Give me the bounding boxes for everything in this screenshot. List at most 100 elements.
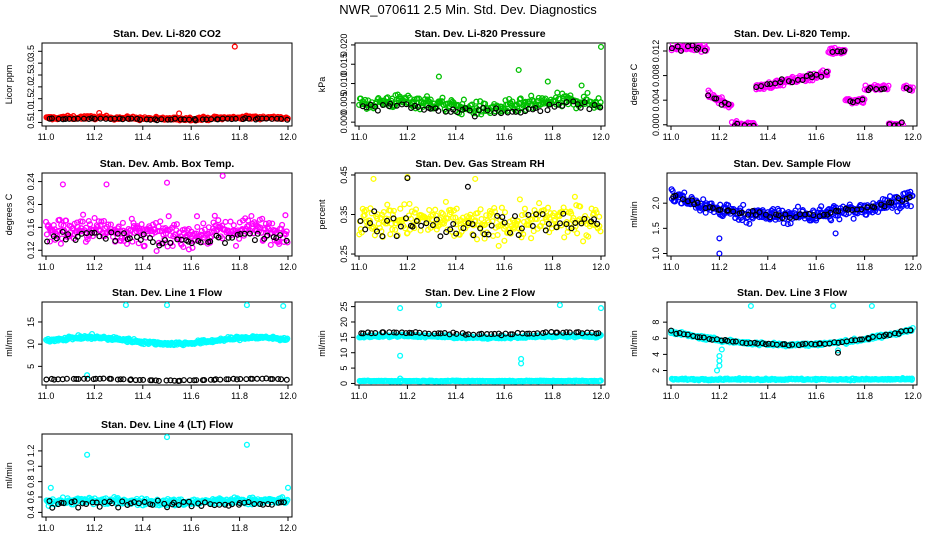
data-points [668, 43, 916, 126]
data-point [79, 500, 86, 507]
y-tick-label: 15 [26, 317, 36, 327]
data-point [555, 101, 562, 108]
data-point [746, 220, 753, 227]
data-point [680, 331, 687, 338]
data-point [511, 213, 518, 220]
data-point [546, 101, 553, 108]
data-point [284, 335, 291, 342]
data-point [674, 43, 681, 50]
data-point [473, 98, 480, 105]
data-point [537, 108, 544, 115]
data-point [700, 334, 707, 341]
data-point [44, 238, 51, 245]
y-tick-label: 10 [339, 348, 349, 358]
data-point [734, 120, 741, 126]
x-tick-label: 12.0 [904, 262, 922, 272]
data-point [137, 116, 144, 123]
data-point [820, 211, 827, 218]
data-point [471, 113, 478, 120]
data-point [222, 240, 229, 247]
data-point [85, 115, 92, 122]
x-tick-label: 11.6 [808, 391, 825, 401]
data-point [595, 330, 602, 337]
data-point [684, 198, 691, 205]
data-point [119, 219, 126, 226]
data-point [539, 330, 546, 337]
data-point [177, 116, 184, 123]
data-point [764, 81, 771, 88]
data-point [481, 231, 488, 238]
data-point [59, 228, 66, 235]
y-axis-label: degrees C [629, 63, 639, 105]
data-point [701, 43, 708, 48]
chart-panel: Stan. Dev. Line 1 Flow ml/min 11.0 11.2 11.4… [4, 287, 297, 401]
data-point [891, 330, 898, 337]
data-point [135, 500, 142, 507]
data-point [186, 116, 193, 123]
data-point [858, 206, 865, 213]
data-point [765, 340, 772, 347]
data-point [107, 375, 114, 382]
data-point [447, 226, 454, 233]
data-point [786, 214, 793, 221]
data-point [108, 500, 115, 507]
data-point [245, 499, 252, 506]
data-point [128, 115, 135, 122]
y-tick-label: 4 [651, 352, 661, 357]
data-point [96, 233, 103, 240]
data-point [358, 229, 365, 236]
data-point [234, 231, 241, 238]
x-tick-label: 11.6 [496, 132, 513, 142]
data-point [869, 333, 876, 340]
data-point [586, 106, 593, 113]
data-point [164, 504, 171, 511]
y-tick-label: 1.2 [26, 445, 36, 458]
data-point [80, 211, 87, 218]
data-point [495, 242, 502, 249]
data-point [230, 222, 237, 229]
data-point [706, 204, 713, 211]
data-point [541, 223, 548, 230]
data-point [380, 208, 387, 216]
x-tick-label: 11.8 [231, 132, 248, 142]
data-point [393, 102, 400, 109]
data-point [570, 215, 577, 222]
data-point [43, 231, 50, 238]
data-point [899, 197, 906, 204]
data-point [59, 116, 66, 123]
data-point [412, 329, 419, 336]
data-point [563, 329, 570, 336]
data-point [553, 224, 560, 231]
data-point [906, 194, 913, 201]
y-tick-label: 0.25 [339, 245, 349, 263]
data-point [597, 377, 604, 384]
data-point [257, 501, 264, 508]
data-point [368, 330, 375, 337]
data-point [581, 99, 588, 106]
data-point [681, 189, 688, 196]
x-tick-label: 12.0 [592, 262, 610, 272]
data-point [84, 236, 91, 243]
data-point [767, 214, 774, 221]
x-tick-label: 11.0 [351, 132, 368, 142]
data-point [79, 218, 86, 225]
data-point [689, 43, 696, 49]
data-point [878, 86, 885, 93]
chart-panel: Stan. Dev. Li-820 Temp. degrees C 11.0 11.2… [629, 28, 922, 142]
data-point [257, 224, 264, 231]
data-point [143, 116, 150, 123]
data-point [284, 484, 292, 491]
data-point [834, 48, 841, 55]
x-tick-label: 11.2 [399, 391, 416, 401]
data-point [433, 216, 440, 223]
data-point [559, 102, 566, 109]
y-tick-label: 0.16 [26, 219, 36, 237]
data-point [269, 220, 276, 227]
data-point [888, 199, 895, 206]
data-point [746, 123, 753, 126]
data-point [515, 217, 522, 224]
data-point [421, 330, 428, 337]
data-point [566, 329, 573, 336]
data-point [243, 441, 250, 448]
x-tick-label: 11.8 [231, 262, 248, 272]
